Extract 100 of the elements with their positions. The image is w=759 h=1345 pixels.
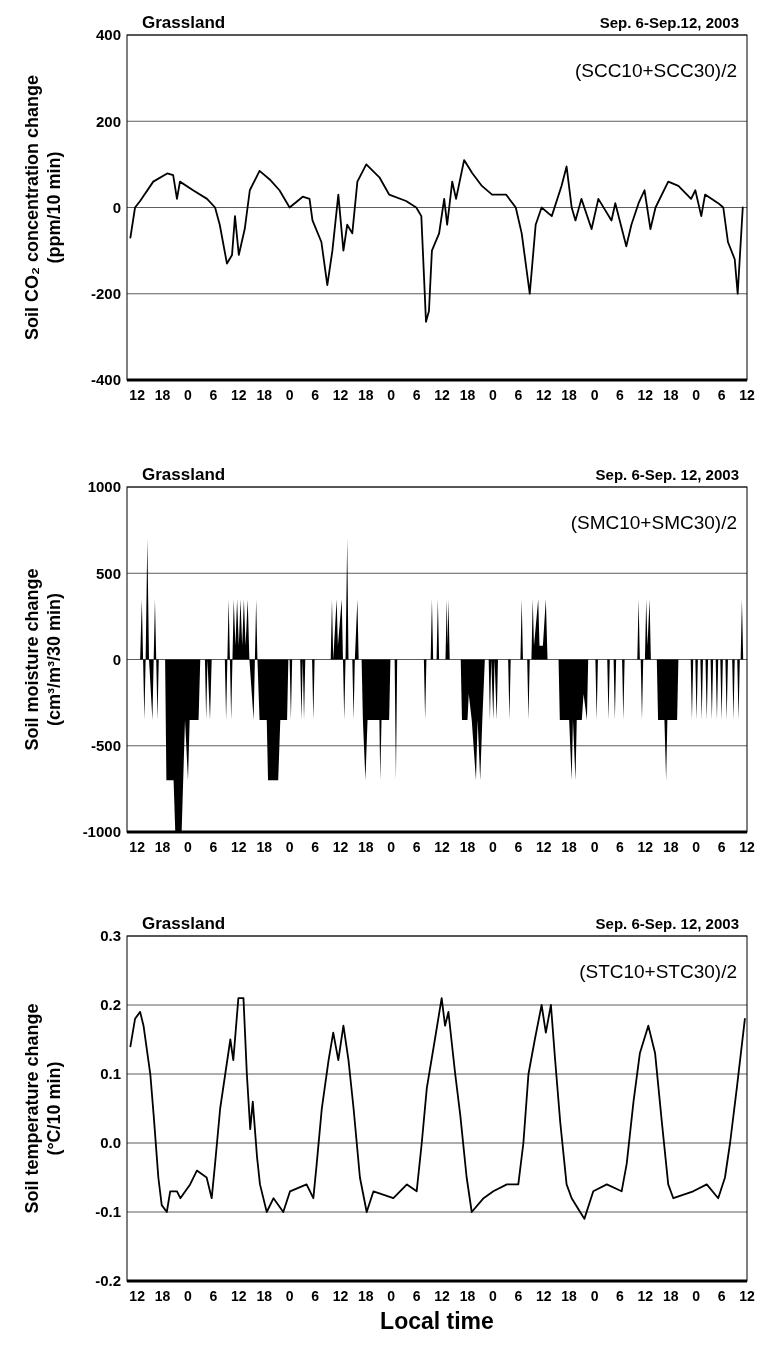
x-tick-label: 12 xyxy=(535,1288,552,1304)
x-tick-label: 12 xyxy=(535,839,552,855)
x-tick-label: 18 xyxy=(154,839,171,855)
x-tick-label: 6 xyxy=(616,1288,625,1304)
x-tick-label: 6 xyxy=(514,1288,523,1304)
x-tick-label: 0 xyxy=(692,839,701,855)
x-tick-label: 18 xyxy=(561,839,578,855)
annotation: (STC10+STC30)/2 xyxy=(579,961,737,982)
x-tick-label: 0 xyxy=(590,839,599,855)
x-tick-label: 6 xyxy=(412,1288,421,1304)
x-tick-label: 0 xyxy=(590,1288,599,1304)
chart-title: Grassland xyxy=(142,13,226,32)
x-tick-label: 12 xyxy=(739,1288,755,1304)
x-tick-label: 12 xyxy=(332,1288,349,1304)
y-tick-label: -0.1 xyxy=(95,1203,121,1221)
x-tick-label: 12 xyxy=(129,387,146,403)
y-axis-title: Soil temperature change (°C/10 min) xyxy=(22,1003,64,1214)
y-tick-label: 500 xyxy=(95,564,121,582)
x-tick-label: 18 xyxy=(256,839,273,855)
y-tick-label: 0.2 xyxy=(100,996,121,1014)
x-tick-label: 0 xyxy=(285,1288,294,1304)
x-tick-label: 6 xyxy=(616,839,625,855)
x-tick-label: 6 xyxy=(514,839,523,855)
x-tick-label: 6 xyxy=(717,387,726,403)
x-tick-label: 0 xyxy=(692,1288,701,1304)
x-tick-label: 18 xyxy=(154,1288,171,1304)
y-tick-label: 0.3 xyxy=(100,927,121,945)
x-tick-label: 6 xyxy=(209,839,218,855)
x-tick-label: 12 xyxy=(434,1288,451,1304)
x-tick-label: 18 xyxy=(358,387,374,403)
x-tick-label: 6 xyxy=(412,839,421,855)
x-tick-label: 0 xyxy=(590,387,599,403)
y-tick-label: 0 xyxy=(112,650,121,668)
y-tick-label: 1000 xyxy=(87,478,121,496)
annotation: (SMC10+SMC30)/2 xyxy=(570,512,737,533)
x-tick-label: 18 xyxy=(662,1288,679,1304)
x-tick-label: 12 xyxy=(129,839,146,855)
x-tick-label: 18 xyxy=(256,387,273,403)
y-tick-label: -0.2 xyxy=(95,1272,121,1290)
y-tick-label: -500 xyxy=(90,737,121,754)
x-tick-label: 0 xyxy=(489,1288,497,1304)
x-tick-label: 12 xyxy=(129,1288,146,1304)
x-tick-label: 6 xyxy=(616,387,625,403)
x-tick-label: 0 xyxy=(184,839,193,855)
x-tick-label: 6 xyxy=(209,1288,218,1304)
x-tick-label: 0 xyxy=(387,1288,396,1304)
y-tick-label: 0.0 xyxy=(100,1134,121,1152)
x-tick-label: 12 xyxy=(231,387,247,403)
y-tick-label: 0 xyxy=(112,198,121,216)
x-tick-label: 12 xyxy=(637,839,654,855)
x-tick-label: 12 xyxy=(434,839,451,855)
chart-subtitle: Sep. 6-Sep. 12, 2003 xyxy=(595,466,739,483)
x-tick-label: 0 xyxy=(489,839,497,855)
x-tick-label: 12 xyxy=(637,1288,654,1304)
x-tick-label: 12 xyxy=(231,839,247,855)
y-tick-label: -200 xyxy=(90,285,121,302)
x-tick-label: 12 xyxy=(739,387,755,403)
line-series xyxy=(129,159,744,323)
x-tick-label: 18 xyxy=(154,387,171,403)
x-tick-label: 18 xyxy=(662,387,679,403)
x-tick-label: 18 xyxy=(459,839,476,855)
x-tick-label: 18 xyxy=(256,1288,273,1304)
x-tick-label: 6 xyxy=(717,839,726,855)
x-tick-label: 0 xyxy=(692,387,701,403)
y-tick-label: -1000 xyxy=(82,823,121,841)
x-tick-label: 6 xyxy=(311,1288,320,1304)
x-tick-label: 18 xyxy=(459,387,476,403)
x-tick-label: 0 xyxy=(184,1288,193,1304)
y-tick-label: 400 xyxy=(95,26,121,44)
x-tick-label: 18 xyxy=(459,1288,476,1304)
y-axis-title: Soil CO₂ concentration change (ppm/10 min) xyxy=(22,74,64,341)
x-tick-label: 0 xyxy=(387,839,396,855)
x-tick-label: 12 xyxy=(739,839,755,855)
x-tick-label: 18 xyxy=(662,839,679,855)
x-tick-label: 12 xyxy=(637,387,654,403)
x-tick-label: 12 xyxy=(231,1288,247,1304)
y-tick-label: -400 xyxy=(90,371,121,389)
y-tick-label: 0.1 xyxy=(100,1065,121,1083)
x-tick-label: 0 xyxy=(489,387,497,403)
chart-title: Grassland xyxy=(142,465,226,484)
y-axis-title: Soil moisture change (cm³/m³/30 min) xyxy=(22,568,64,751)
x-tick-label: 6 xyxy=(209,387,218,403)
x-tick-label: 18 xyxy=(561,387,578,403)
x-tick-label: 12 xyxy=(332,839,349,855)
x-tick-label: 6 xyxy=(311,839,320,855)
x-tick-label: 0 xyxy=(387,387,396,403)
x-tick-label: 0 xyxy=(285,839,294,855)
x-tick-label: 18 xyxy=(561,1288,578,1304)
x-tick-label: 6 xyxy=(514,387,523,403)
x-tick-label: 12 xyxy=(332,387,349,403)
x-tick-label: 6 xyxy=(311,387,320,403)
x-tick-label: 12 xyxy=(434,387,451,403)
y-tick-label: 200 xyxy=(95,112,121,130)
x-tick-label: 6 xyxy=(412,387,421,403)
x-tick-label: 18 xyxy=(358,839,374,855)
chart-title: Grassland xyxy=(142,914,226,933)
x-tick-label: 6 xyxy=(717,1288,726,1304)
x-tick-label: 0 xyxy=(285,387,294,403)
chart-subtitle: Sep. 6-Sep.12, 2003 xyxy=(599,14,739,31)
chart-subtitle: Sep. 6-Sep. 12, 2003 xyxy=(595,915,739,932)
